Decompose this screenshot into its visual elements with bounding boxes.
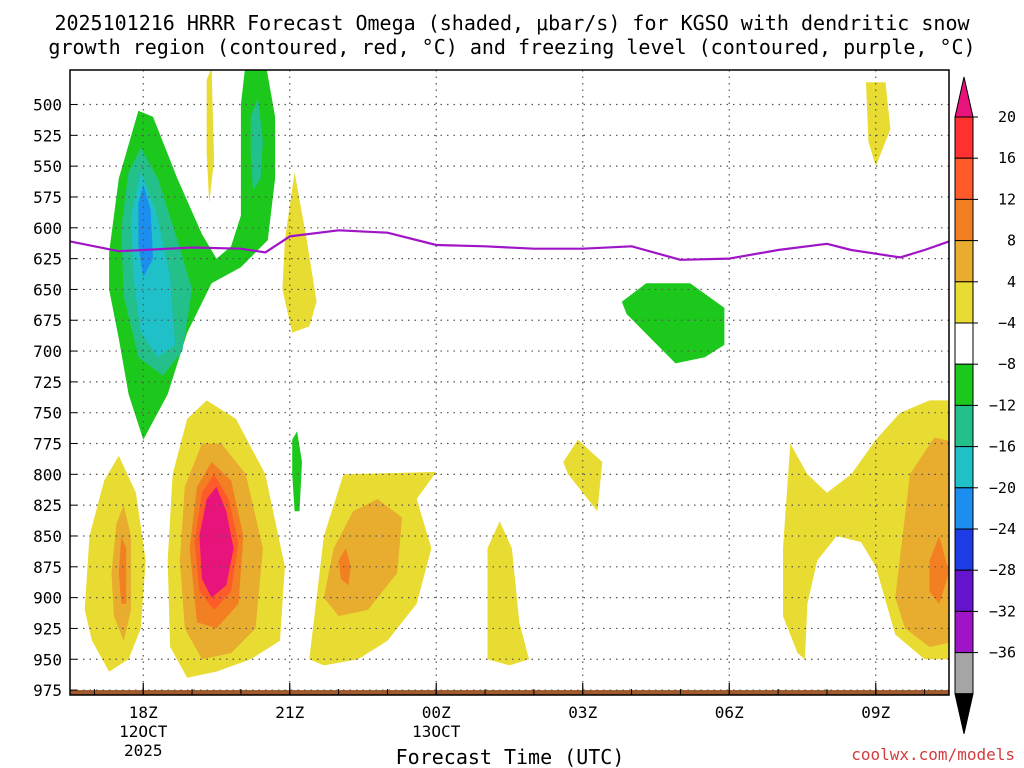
colorbar-label: 20 <box>998 108 1016 126</box>
colorbar-bin <box>954 157 974 200</box>
y-tick-label: 975 <box>33 681 62 700</box>
colorbar-label: −4 <box>998 314 1016 332</box>
omega-region-5 <box>621 283 725 364</box>
omega-region-22 <box>487 521 529 666</box>
y-axis: 500 525 550 575 600 625 650 675 700 725 750 775 800 8… <box>33 96 77 700</box>
colorbar-bin <box>954 528 974 571</box>
y-tick-label: 850 <box>33 527 62 546</box>
omega-region-20 <box>323 499 403 617</box>
surface-band <box>70 690 949 695</box>
grid <box>70 70 949 695</box>
y-tick-label: 625 <box>33 250 62 269</box>
colorbar-bin <box>954 240 974 283</box>
colorbar-label: 12 <box>998 190 1016 208</box>
y-tick-label: 725 <box>33 373 62 392</box>
omega-region-10 <box>563 439 603 512</box>
colorbar-label: 8 <box>1007 232 1016 250</box>
chart-title-line1: 2025101216 HRRR Forecast Omega (shaded, … <box>54 11 970 35</box>
y-tick-label: 800 <box>33 465 62 484</box>
x-tick-label: 00Z <box>422 703 451 722</box>
chart-title-line2: growth region (contoured, red, °C) and f… <box>48 35 975 59</box>
colorbar-label: −28 <box>989 561 1016 579</box>
x-tick-year: 2025 <box>124 741 163 760</box>
colorbar-top-arrow <box>954 76 974 118</box>
colorbar: 20 16 12 8 4 −4 −8 −12 −16 −20 −24 −28 −32 −36 <box>954 76 1016 734</box>
x-tick-date: 13OCT <box>412 722 461 741</box>
omega-region-13 <box>118 536 127 604</box>
y-tick-label: 550 <box>33 157 62 176</box>
y-tick-label: 925 <box>33 619 62 638</box>
y-tick-label: 575 <box>33 188 62 207</box>
y-tick-label: 525 <box>33 126 62 145</box>
omega-region-6 <box>292 431 302 512</box>
colorbar-bin <box>954 652 974 695</box>
colorbar-label: −20 <box>989 479 1016 497</box>
freezing-level-contour <box>70 229 949 261</box>
colorbar-bin <box>954 404 974 448</box>
omega-region-4 <box>250 98 263 191</box>
colorbar-bin <box>954 569 974 612</box>
colorbar-bottom-arrow <box>954 693 974 734</box>
colorbar-label: −36 <box>989 644 1016 662</box>
omega-region-8 <box>282 172 317 333</box>
y-tick-label: 775 <box>33 435 62 454</box>
x-axis-label: Forecast Time (UTC) <box>396 745 625 768</box>
colorbar-bin <box>954 446 974 489</box>
omega-region-21 <box>338 548 351 586</box>
colorbar-label: −12 <box>989 396 1016 414</box>
x-tick-label: 03Z <box>568 703 597 722</box>
x-tick-date: 12OCT <box>119 722 168 741</box>
colorbar-label: −8 <box>998 355 1016 373</box>
surface-band-fill <box>70 690 949 695</box>
colorbar-label: 4 <box>1007 273 1016 291</box>
y-tick-label: 700 <box>33 342 62 361</box>
y-tick-label: 825 <box>33 496 62 515</box>
credit-text: coolwx.com/models <box>851 745 1015 764</box>
colorbar-label: 16 <box>998 149 1016 167</box>
x-tick-label: 18Z <box>129 703 158 722</box>
omega-region-3 <box>138 184 153 278</box>
colorbar-bin <box>954 610 974 654</box>
omega-region-7 <box>206 70 215 204</box>
omega-region-25 <box>929 536 949 604</box>
colorbar-label: −24 <box>989 520 1016 538</box>
y-tick-label: 600 <box>33 219 62 238</box>
colorbar-label: −32 <box>989 602 1016 620</box>
plot-frame <box>69 69 950 696</box>
omega-region-18 <box>199 486 234 598</box>
colorbar-bin <box>954 487 974 530</box>
omega-shading <box>84 70 949 678</box>
x-tick-label: 21Z <box>275 703 304 722</box>
y-tick-label: 900 <box>33 589 62 608</box>
y-tick-label: 650 <box>33 280 62 299</box>
colorbar-bin <box>954 116 974 159</box>
x-tick-label: 09Z <box>861 703 890 722</box>
colorbar-bin <box>954 281 974 324</box>
colorbar-bin <box>954 198 974 242</box>
omega-region-9 <box>866 82 891 167</box>
colorbar-label: −16 <box>989 438 1016 456</box>
y-tick-label: 500 <box>33 96 62 115</box>
y-tick-label: 675 <box>33 311 62 330</box>
colorbar-bin <box>954 322 974 365</box>
y-tick-label: 875 <box>33 558 62 577</box>
colorbar-bin <box>954 363 974 406</box>
freezing-level-line <box>70 229 949 261</box>
y-tick-label: 950 <box>33 650 62 669</box>
y-tick-label: 750 <box>33 404 62 423</box>
x-tick-label: 06Z <box>715 703 744 722</box>
